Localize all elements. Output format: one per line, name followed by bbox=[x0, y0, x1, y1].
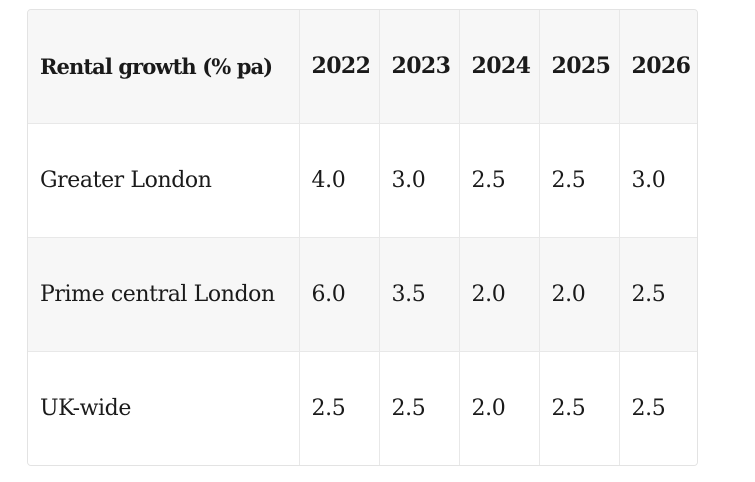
table-cell: 2.5 bbox=[619, 237, 697, 352]
table-cell: 2.5 bbox=[299, 351, 380, 465]
table-row: Prime central London 6.0 3.5 2.0 2.0 2.5 bbox=[28, 237, 697, 352]
header-cell-2023: 2023 bbox=[379, 10, 460, 124]
table-row: Greater London 4.0 3.0 2.5 2.5 3.0 bbox=[28, 123, 697, 238]
table-cell: 4.0 bbox=[299, 123, 380, 238]
table-row: UK-wide 2.5 2.5 2.0 2.5 2.5 bbox=[28, 351, 697, 465]
table-cell: 2.5 bbox=[539, 351, 620, 465]
header-cell-2022: 2022 bbox=[299, 10, 380, 124]
table-cell: 3.5 bbox=[379, 237, 460, 352]
table-cell: 6.0 bbox=[299, 237, 380, 352]
rental-growth-table-container: Rental growth (% pa) 2022 2023 2024 2025… bbox=[27, 9, 698, 466]
table-cell: 2.5 bbox=[459, 123, 540, 238]
table-cell: 2.0 bbox=[459, 237, 540, 352]
table-cell: 2.0 bbox=[459, 351, 540, 465]
header-cell-2024: 2024 bbox=[459, 10, 540, 124]
table-cell: 3.0 bbox=[379, 123, 460, 238]
header-cell-2026: 2026 bbox=[619, 10, 697, 124]
table-cell: 3.0 bbox=[619, 123, 697, 238]
table-header-row: Rental growth (% pa) 2022 2023 2024 2025… bbox=[28, 10, 697, 124]
table-cell: 2.5 bbox=[539, 123, 620, 238]
row-label: UK-wide bbox=[28, 351, 300, 465]
header-cell-2025: 2025 bbox=[539, 10, 620, 124]
header-cell-metric: Rental growth (% pa) bbox=[28, 10, 300, 124]
row-label: Greater London bbox=[28, 123, 300, 238]
table-cell: 2.5 bbox=[379, 351, 460, 465]
table-cell: 2.5 bbox=[631, 395, 666, 421]
table-cell: 2.0 bbox=[539, 237, 620, 352]
row-label: Prime central London bbox=[28, 237, 300, 352]
rental-growth-table: Rental growth (% pa) 2022 2023 2024 2025… bbox=[28, 10, 697, 465]
